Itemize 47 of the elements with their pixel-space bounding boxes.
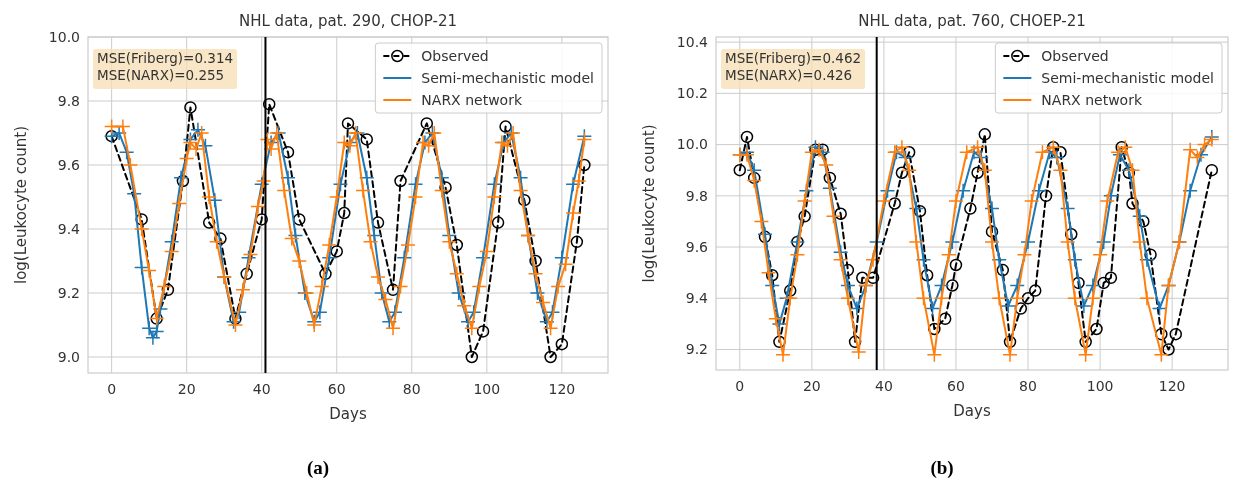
x-tick-label: 80 [402, 381, 421, 397]
y-tick-label: 9.6 [685, 238, 709, 255]
x-tick-label: 60 [327, 381, 346, 397]
x-tick-label: 100 [473, 381, 501, 397]
y-tick-label: 10.4 [676, 34, 709, 51]
y-tick-label: 10.0 [676, 136, 708, 153]
y-tick-label: 9.6 [57, 156, 81, 173]
y-axis-title: log(Leukocyte count) [640, 124, 658, 283]
note-box: MSE(Friberg)=0.314 MSE(NARX)=0.255 [93, 49, 238, 89]
x-axis-title: Days [329, 405, 367, 423]
legend-label: NARX network [421, 91, 523, 108]
y-tick-label: 9.4 [57, 220, 81, 237]
annotation: MSE(Friberg)=0.462 [725, 50, 862, 66]
x-tick-label: 20 [177, 381, 196, 397]
note-box: MSE(Friberg)=0.462 MSE(NARX)=0.426 [721, 49, 866, 89]
y-tick-label: 9.0 [57, 348, 80, 365]
chart-title: NHL data, pat. 760, CHOEP-21 [858, 12, 1086, 30]
x-tick-label: 20 [802, 378, 821, 394]
y-axis-title: log(Leukocyte count) [12, 125, 30, 285]
legend-label: Observed [421, 47, 489, 64]
x-tick-label: 40 [252, 381, 271, 397]
text: (a) [306, 457, 330, 479]
annotation: MSE(NARX)=0.255 [97, 67, 225, 83]
x-tick-label: 100 [1086, 378, 1114, 394]
y-tick-label: 9.2 [685, 341, 708, 358]
y-tick-label: 9.2 [57, 284, 80, 301]
x-tick-label: 0 [735, 378, 745, 394]
legend-label: Observed [1041, 47, 1109, 64]
text: (b) [930, 457, 954, 479]
y-tick-label: 9.8 [685, 187, 708, 204]
x-tick-label: 120 [548, 381, 576, 397]
legend-label: NARX network [1041, 91, 1143, 108]
annotation: MSE(NARX)=0.426 [725, 67, 853, 83]
x-tick-label: 60 [947, 378, 965, 394]
chart-title: NHL data, pat. 290, CHOP-21 [238, 12, 458, 30]
annotation: MSE(Friberg)=0.314 [97, 50, 234, 66]
x-tick-label: 0 [107, 381, 117, 397]
y-tick-label: 10.2 [676, 85, 708, 102]
legend-label: Semi-mechanistic model [1041, 69, 1214, 86]
y-tick-label: 10.0 [48, 28, 80, 45]
legend-label: Semi-mechanistic model [421, 69, 594, 86]
x-axis-title: Days [953, 402, 991, 420]
y-tick-label: 9.8 [57, 92, 80, 109]
x-tick-label: 40 [874, 378, 893, 394]
y-tick-label: 9.4 [685, 290, 709, 307]
x-tick-label: 80 [1019, 378, 1037, 394]
x-tick-label: 120 [1158, 378, 1186, 394]
